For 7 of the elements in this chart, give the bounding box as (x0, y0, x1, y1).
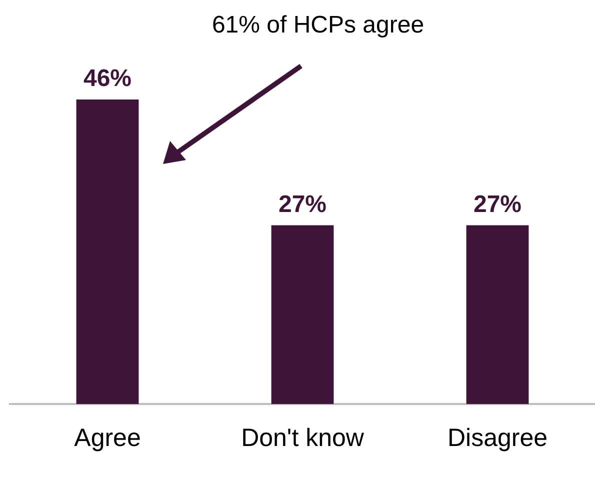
text: 61% of HCPs agree (212, 12, 424, 39)
x-tick-label: Disagree (447, 424, 548, 452)
data-label: 46% (83, 65, 132, 92)
data-label: 27% (473, 190, 522, 218)
x-tick-label: Agree (74, 424, 141, 452)
data-label: 27% (278, 190, 327, 218)
x-tick-label: Don't know (241, 424, 365, 452)
